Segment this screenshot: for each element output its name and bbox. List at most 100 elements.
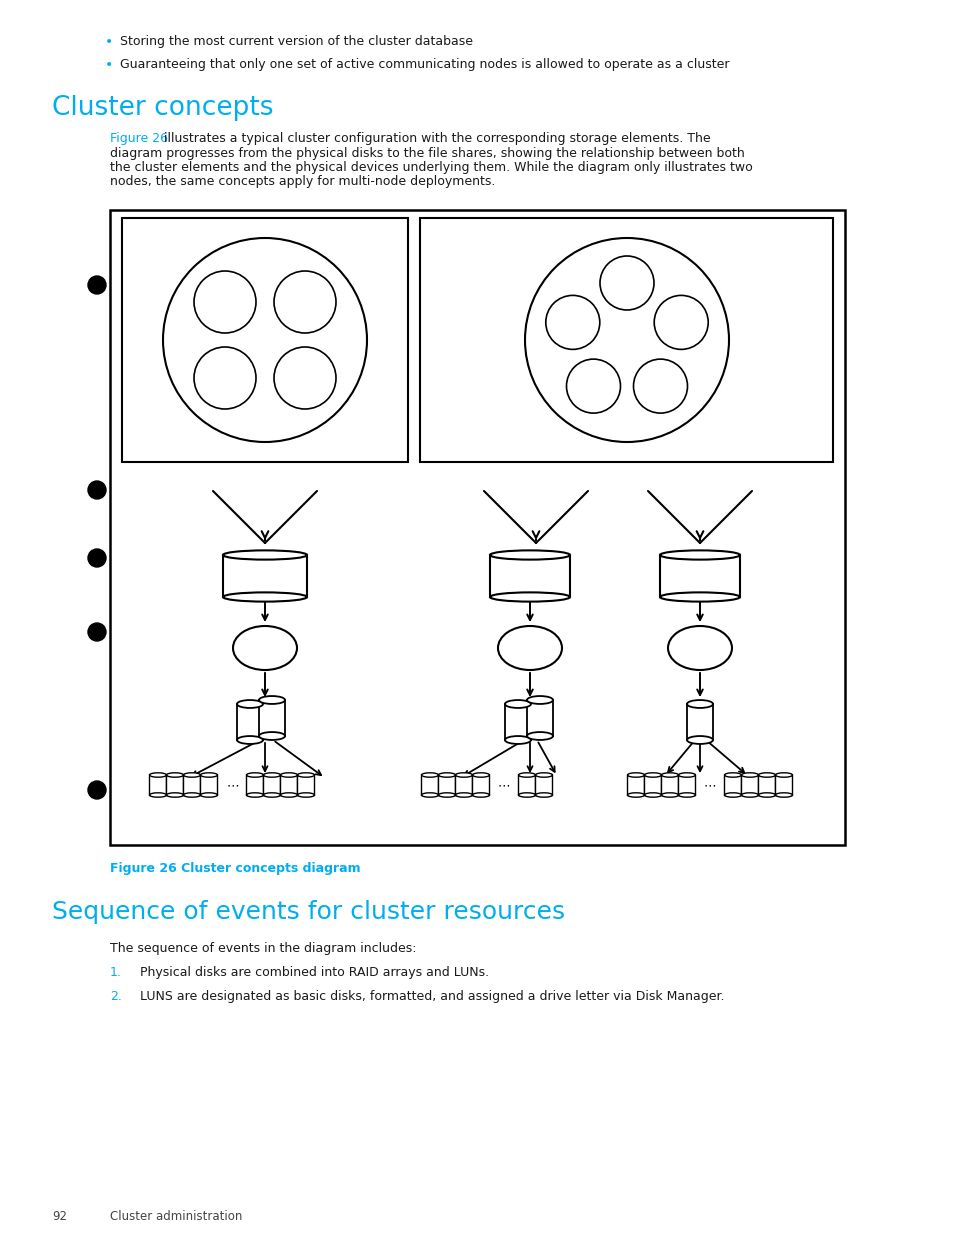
Circle shape xyxy=(88,622,106,641)
Ellipse shape xyxy=(740,793,758,798)
Text: Cluster concepts: Cluster concepts xyxy=(52,95,274,121)
Ellipse shape xyxy=(758,773,775,777)
Circle shape xyxy=(88,275,106,294)
Bar xyxy=(723,776,740,795)
Text: ⋯: ⋯ xyxy=(703,779,716,793)
Ellipse shape xyxy=(723,773,740,777)
Ellipse shape xyxy=(660,773,678,777)
Ellipse shape xyxy=(504,736,531,743)
Ellipse shape xyxy=(526,697,553,704)
Bar xyxy=(246,776,263,795)
Ellipse shape xyxy=(297,773,314,777)
Ellipse shape xyxy=(183,793,200,798)
Ellipse shape xyxy=(659,551,740,559)
Bar xyxy=(740,776,758,795)
Ellipse shape xyxy=(775,773,792,777)
Bar xyxy=(490,555,569,597)
Bar xyxy=(660,776,678,795)
Bar xyxy=(504,704,531,740)
Bar xyxy=(535,776,552,795)
Ellipse shape xyxy=(758,793,775,798)
Ellipse shape xyxy=(740,773,758,777)
Circle shape xyxy=(88,550,106,567)
Text: The sequence of events in the diagram includes:: The sequence of events in the diagram in… xyxy=(110,942,416,955)
Ellipse shape xyxy=(150,773,167,777)
Text: Figure 26 Cluster concepts diagram: Figure 26 Cluster concepts diagram xyxy=(110,862,360,876)
Text: nodes, the same concepts apply for multi-node deployments.: nodes, the same concepts apply for multi… xyxy=(110,175,495,189)
Bar xyxy=(758,776,775,795)
Bar xyxy=(659,555,740,597)
Ellipse shape xyxy=(200,793,217,798)
Text: Physical disks are combined into RAID arrays and LUNs.: Physical disks are combined into RAID ar… xyxy=(140,966,489,979)
Text: Sequence of events for cluster resources: Sequence of events for cluster resources xyxy=(52,900,564,924)
Bar xyxy=(297,776,314,795)
Bar xyxy=(263,776,280,795)
Text: the cluster elements and the physical devices underlying them. While the diagram: the cluster elements and the physical de… xyxy=(110,161,752,174)
Text: 1.: 1. xyxy=(110,966,122,979)
Ellipse shape xyxy=(183,773,200,777)
Bar xyxy=(438,776,455,795)
Bar xyxy=(183,776,200,795)
Ellipse shape xyxy=(200,773,217,777)
Ellipse shape xyxy=(504,700,531,708)
Ellipse shape xyxy=(455,793,472,798)
Ellipse shape xyxy=(678,793,695,798)
Ellipse shape xyxy=(438,773,455,777)
Bar xyxy=(236,704,263,740)
Ellipse shape xyxy=(518,793,535,798)
Bar xyxy=(258,700,285,736)
Text: Storing the most current version of the cluster database: Storing the most current version of the … xyxy=(120,35,473,48)
Ellipse shape xyxy=(775,793,792,798)
Ellipse shape xyxy=(258,697,285,704)
Ellipse shape xyxy=(438,793,455,798)
Bar xyxy=(644,776,660,795)
Ellipse shape xyxy=(686,700,712,708)
Ellipse shape xyxy=(263,773,280,777)
Text: •: • xyxy=(105,35,113,49)
Bar xyxy=(627,776,644,795)
Ellipse shape xyxy=(223,593,307,601)
Text: 2.: 2. xyxy=(110,990,122,1003)
Text: Cluster administration: Cluster administration xyxy=(110,1210,242,1223)
Ellipse shape xyxy=(678,773,695,777)
Bar xyxy=(223,555,307,597)
Ellipse shape xyxy=(627,793,644,798)
Ellipse shape xyxy=(297,793,314,798)
Ellipse shape xyxy=(535,793,552,798)
Ellipse shape xyxy=(686,736,712,743)
Ellipse shape xyxy=(472,773,489,777)
Ellipse shape xyxy=(490,593,569,601)
Ellipse shape xyxy=(167,793,183,798)
Bar xyxy=(419,219,832,462)
Bar xyxy=(200,776,217,795)
Ellipse shape xyxy=(490,551,569,559)
Ellipse shape xyxy=(644,793,660,798)
Bar xyxy=(526,700,553,736)
Bar xyxy=(167,776,183,795)
Ellipse shape xyxy=(236,736,263,743)
Ellipse shape xyxy=(263,793,280,798)
Ellipse shape xyxy=(472,793,489,798)
Circle shape xyxy=(88,781,106,799)
Bar xyxy=(421,776,438,795)
Bar xyxy=(686,704,712,740)
Text: illustrates a typical cluster configuration with the corresponding storage eleme: illustrates a typical cluster configurat… xyxy=(160,132,710,144)
Ellipse shape xyxy=(518,773,535,777)
Ellipse shape xyxy=(660,793,678,798)
Text: •: • xyxy=(105,58,113,72)
Circle shape xyxy=(88,480,106,499)
Text: diagram progresses from the physical disks to the file shares, showing the relat: diagram progresses from the physical dis… xyxy=(110,147,744,159)
Ellipse shape xyxy=(526,732,553,740)
Ellipse shape xyxy=(280,773,297,777)
Bar xyxy=(455,776,472,795)
Ellipse shape xyxy=(659,593,740,601)
Ellipse shape xyxy=(644,773,660,777)
Bar xyxy=(472,776,489,795)
Bar xyxy=(122,219,408,462)
Ellipse shape xyxy=(223,551,307,559)
Text: Guaranteeing that only one set of active communicating nodes is allowed to opera: Guaranteeing that only one set of active… xyxy=(120,58,729,70)
Text: LUNS are designated as basic disks, formatted, and assigned a drive letter via D: LUNS are designated as basic disks, form… xyxy=(140,990,723,1003)
Text: Figure 26: Figure 26 xyxy=(110,132,168,144)
Bar xyxy=(110,210,844,845)
Text: 92: 92 xyxy=(52,1210,67,1223)
